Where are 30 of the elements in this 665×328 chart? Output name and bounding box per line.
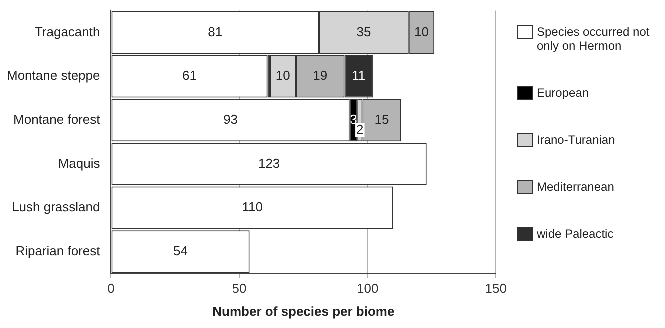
data-label: 123 xyxy=(258,156,280,171)
data-label: 110 xyxy=(242,200,263,215)
y-tick-label: Maquis xyxy=(58,156,101,171)
data-label: 15 xyxy=(374,112,390,127)
x-tick-label: 150 xyxy=(485,281,508,296)
data-label: 93 xyxy=(224,112,238,127)
x-tick-label: 100 xyxy=(356,281,379,296)
y-tick-label: Montane steppe xyxy=(7,68,100,84)
legend-label: Species occurred not only on Hermon xyxy=(537,24,651,53)
legend-label: Mediterranean xyxy=(537,180,614,194)
data-label: 35 xyxy=(356,24,372,40)
y-tick-label: Tragacanth xyxy=(34,24,100,40)
x-axis-title: Number of species per biome xyxy=(212,304,395,319)
data-label: 54 xyxy=(174,243,188,258)
data-label: 19 xyxy=(313,68,328,84)
legend-label: Irano-Turanian xyxy=(537,132,616,147)
y-tick-label: Montane forest xyxy=(14,112,101,127)
legend-label: European xyxy=(537,86,590,100)
data-label: 3 xyxy=(350,112,358,127)
data-label: 10 xyxy=(276,68,290,84)
data-label: 10 xyxy=(414,24,429,40)
x-tick-label: 50 xyxy=(232,281,247,296)
x-tick-label: 0 xyxy=(108,281,115,296)
data-label: 11 xyxy=(352,68,366,84)
data-label: 81 xyxy=(208,24,223,40)
data-label: 2 xyxy=(356,122,364,137)
legend-label: wide Paleactic xyxy=(537,227,614,242)
y-tick-label: Riparian forest xyxy=(16,243,101,258)
data-label: 61 xyxy=(182,68,197,84)
y-tick-label: Lush grassland xyxy=(12,200,100,215)
